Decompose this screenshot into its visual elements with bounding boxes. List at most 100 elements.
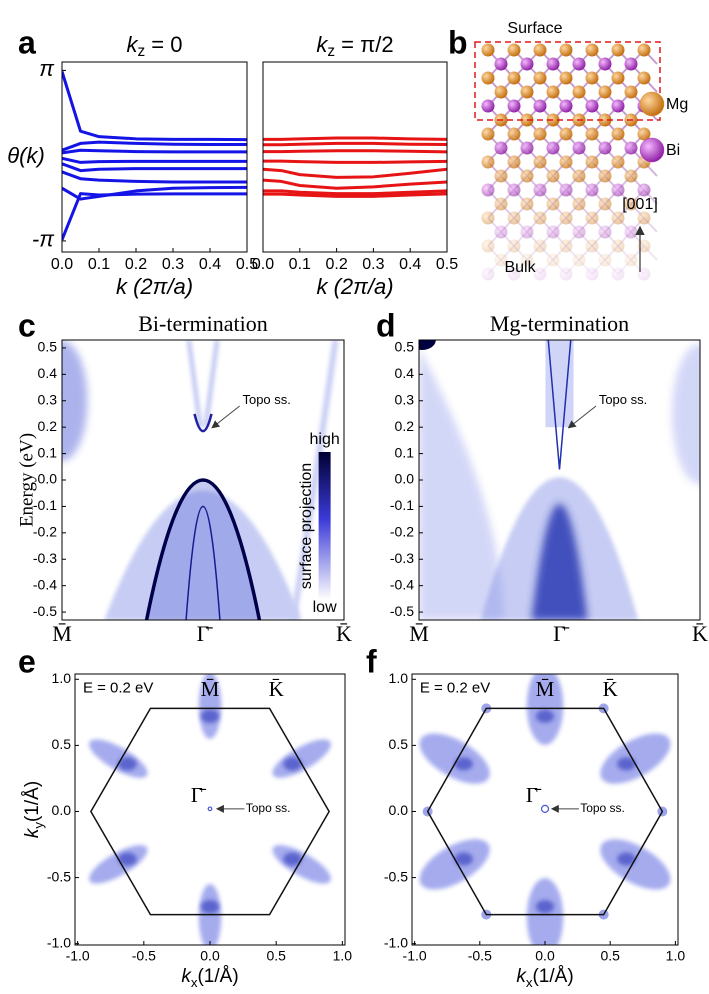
y-tick-label: -0.3 bbox=[33, 550, 57, 566]
atom bbox=[520, 253, 534, 267]
atom bbox=[520, 141, 534, 155]
legend-label: Mg bbox=[666, 96, 688, 113]
panel-label: b bbox=[448, 24, 468, 60]
legend-marker bbox=[639, 91, 665, 117]
curve bbox=[263, 141, 447, 147]
atom bbox=[546, 85, 560, 99]
atom bbox=[507, 71, 521, 85]
point-label: Γ̄ bbox=[191, 783, 207, 807]
y-tick-label: 0.0 bbox=[38, 471, 58, 487]
atom bbox=[572, 169, 586, 183]
curve bbox=[263, 167, 447, 179]
pocket bbox=[272, 739, 331, 778]
atom bbox=[624, 169, 638, 183]
atom bbox=[481, 43, 495, 57]
pocket-core bbox=[200, 900, 220, 914]
curve bbox=[263, 189, 447, 196]
x-axis-label: k (2π/a) bbox=[316, 274, 393, 299]
atom bbox=[533, 127, 547, 141]
atom bbox=[637, 127, 651, 141]
atom bbox=[520, 197, 534, 211]
pocket-core bbox=[454, 852, 473, 866]
x-tick-label: 0.1 bbox=[88, 256, 110, 273]
y-tick-label: -0.5 bbox=[390, 603, 414, 619]
y-tick-label: -0.4 bbox=[390, 576, 414, 592]
atom bbox=[611, 183, 625, 197]
gamma-pocket bbox=[540, 804, 550, 813]
atom bbox=[533, 211, 547, 225]
atom bbox=[546, 197, 560, 211]
atom bbox=[494, 225, 508, 239]
atom bbox=[585, 267, 599, 281]
atom bbox=[598, 57, 612, 71]
atom bbox=[559, 267, 573, 281]
pocket bbox=[526, 878, 564, 945]
atom bbox=[481, 267, 495, 281]
curve bbox=[263, 192, 447, 198]
point-label: K̄ bbox=[603, 677, 618, 701]
atom bbox=[546, 141, 560, 155]
pocket-core bbox=[283, 852, 302, 866]
label-variable: k bbox=[181, 966, 192, 987]
x-tick-label: 0.0 bbox=[252, 256, 274, 273]
direction-label: [001] bbox=[622, 196, 658, 213]
curve bbox=[62, 148, 247, 155]
atom bbox=[585, 127, 599, 141]
y-tick-label: -0.3 bbox=[390, 550, 414, 566]
label-rest: (1/Å) bbox=[22, 781, 43, 822]
y-tick-label: -1.0 bbox=[384, 934, 408, 950]
spectral-shape bbox=[547, 340, 572, 470]
y-tick-label: 0.0 bbox=[52, 802, 72, 818]
pocket-core bbox=[617, 757, 636, 771]
pocket-core bbox=[617, 852, 636, 866]
pocket bbox=[419, 733, 490, 784]
atom bbox=[598, 253, 612, 267]
atom bbox=[624, 57, 638, 71]
label-rest: = π/2 bbox=[335, 32, 394, 57]
pocket-core bbox=[118, 757, 137, 771]
pocket bbox=[600, 839, 671, 890]
panel-label: c bbox=[18, 307, 36, 343]
curve bbox=[62, 162, 247, 173]
curve bbox=[62, 185, 247, 201]
surface-box bbox=[474, 41, 661, 121]
atom bbox=[559, 183, 573, 197]
point-label: M̄ bbox=[536, 677, 555, 701]
atom bbox=[598, 225, 612, 239]
atom bbox=[507, 43, 521, 57]
surface-label: Surface bbox=[507, 20, 562, 37]
atom bbox=[507, 211, 521, 225]
x-tick-label: K̄ bbox=[692, 621, 708, 646]
plot-area bbox=[62, 71, 247, 241]
curve bbox=[62, 170, 247, 184]
atom bbox=[494, 253, 508, 267]
atom bbox=[585, 99, 599, 113]
atom bbox=[572, 197, 586, 211]
x-tick-label: 1.0 bbox=[666, 948, 686, 964]
annotation-arrow bbox=[567, 405, 597, 429]
atom bbox=[533, 239, 547, 253]
atom bbox=[507, 155, 521, 169]
pocket-core bbox=[200, 709, 220, 723]
atom bbox=[507, 183, 521, 197]
atom bbox=[598, 113, 612, 127]
atom bbox=[559, 71, 573, 85]
atom bbox=[533, 155, 547, 169]
atom bbox=[572, 57, 586, 71]
atom bbox=[611, 127, 625, 141]
atom bbox=[546, 57, 560, 71]
label-rest: (1/Å) bbox=[197, 966, 238, 987]
legend-label: Bi bbox=[666, 142, 680, 159]
y-axis-label: θ(k) bbox=[7, 143, 45, 168]
atom bbox=[611, 71, 625, 85]
energy-label: E = 0.2 eV bbox=[83, 680, 153, 697]
pocket bbox=[526, 674, 564, 745]
atom bbox=[481, 183, 495, 197]
pocket bbox=[600, 733, 671, 784]
colorbar-high: high bbox=[309, 431, 339, 448]
x-tick-label: -0.5 bbox=[468, 948, 492, 964]
y-tick-label: -0.2 bbox=[33, 524, 57, 540]
x-tick-label: -1.0 bbox=[403, 948, 427, 964]
x-tick-label: 0.0 bbox=[51, 256, 73, 273]
